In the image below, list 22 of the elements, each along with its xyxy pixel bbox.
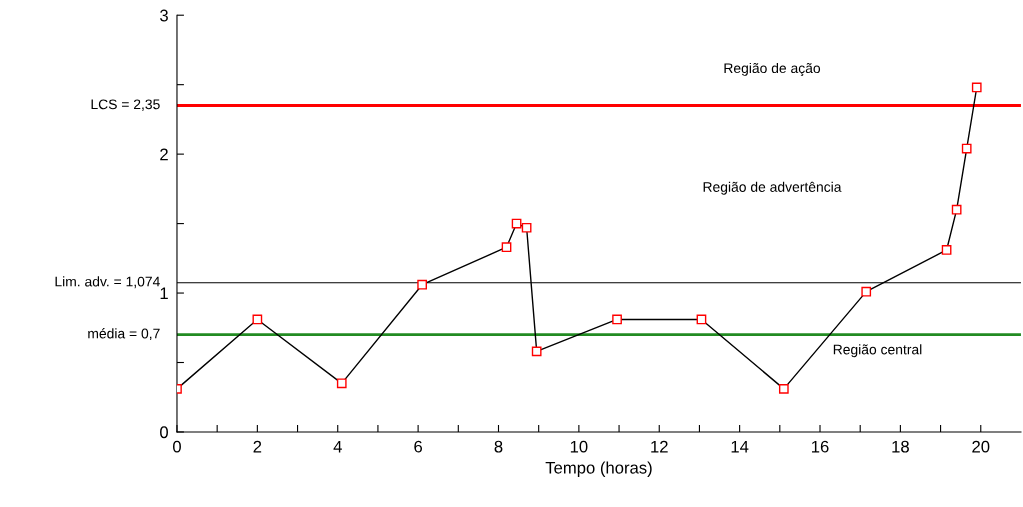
x-tick-label: 12 (651, 440, 668, 453)
ref-line-label: LCS = 2,35 (91, 99, 160, 111)
annotation: Região de ação (724, 62, 821, 76)
x-tick-label: 0 (173, 440, 181, 453)
x-tick-label: 14 (731, 440, 749, 453)
x-tick-label: 16 (812, 440, 829, 453)
y-tick-label: 2 (160, 148, 168, 161)
x-axis-title: Tempo (horas) (545, 461, 652, 477)
y-tick-label: 1 (160, 287, 168, 300)
x-tick-label: 20 (972, 440, 990, 453)
x-tick-label: 8 (494, 440, 503, 453)
ref-line-label: Lim. adv. = 1,074 (55, 276, 160, 289)
annotation: Região de advertência (703, 181, 842, 195)
x-tick-label: 6 (414, 440, 423, 453)
x-tick-label: 18 (892, 440, 909, 453)
x-tick-label: 10 (570, 440, 588, 453)
x-tick-label: 4 (333, 440, 342, 453)
x-tick-label: 2 (253, 440, 262, 453)
annotation: Região central (833, 344, 922, 358)
y-tick-label: 3 (160, 9, 168, 22)
ref-line-label: média = 0,7 (88, 328, 160, 341)
y-tick-label: 0 (160, 426, 168, 439)
